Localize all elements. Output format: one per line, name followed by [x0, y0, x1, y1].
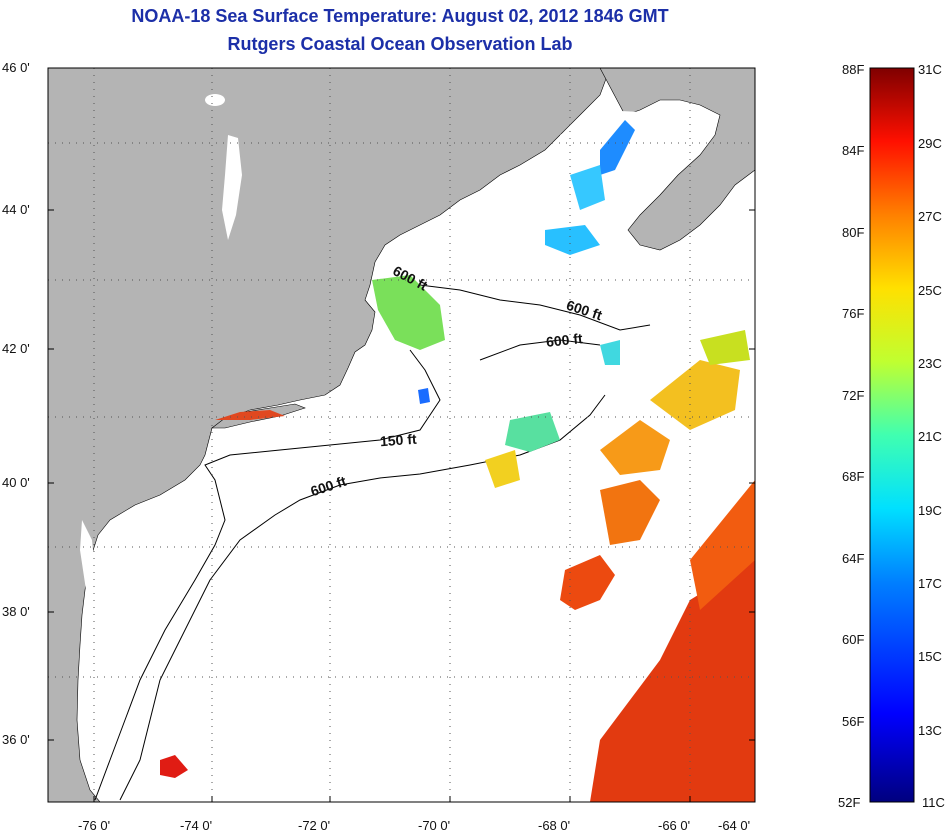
lat-label: 40 0': [2, 475, 30, 490]
sst-patches: [160, 120, 755, 802]
colorbar-c-label: 31C: [918, 62, 942, 77]
colorbar-c-label: 29C: [918, 136, 942, 151]
colorbar-f-label: 88F: [842, 62, 865, 77]
lon-label: -64 0': [718, 818, 751, 833]
colorbar-f-label: 76F: [842, 306, 865, 321]
colorbar: [869, 67, 915, 803]
colorbar-f-label: 52F: [838, 795, 861, 810]
lon-label: -70 0': [418, 818, 451, 833]
lat-label: 38 0': [2, 604, 30, 619]
lat-label: 44 0': [2, 202, 30, 217]
contour-600ft-georges: [479, 339, 601, 361]
colorbar-f-label: 72F: [842, 388, 865, 403]
land-mainland: [48, 68, 611, 802]
colorbar-c-label: 11C: [922, 795, 945, 810]
lat-label: 36 0': [2, 732, 30, 747]
map-frame: [47, 67, 756, 803]
colorbar-f-label: 64F: [842, 551, 865, 566]
axis-ticks: [48, 67, 755, 802]
lon-label: -74 0': [180, 818, 213, 833]
lat-label: 42 0': [2, 341, 30, 356]
land-nova-scotia: [599, 68, 755, 251]
colorbar-f-label: 84F: [842, 143, 865, 158]
lon-label: -76 0': [78, 818, 111, 833]
colorbar-f-label: 56F: [842, 714, 865, 729]
lat-label: 46 0': [2, 60, 30, 75]
lon-label: -68 0': [538, 818, 571, 833]
inland-lake: [205, 94, 225, 106]
colorbar-f-label: 60F: [842, 632, 865, 647]
map-subtitle: Rutgers Coastal Ocean Observation Lab: [227, 34, 573, 54]
bay-of-fundy: [560, 102, 705, 185]
colorbar-c-label: 25C: [918, 283, 942, 298]
colorbar-c-label: 27C: [918, 209, 942, 224]
contour-label: 150 ft: [379, 430, 418, 450]
contour-600ft-gulf: [389, 284, 651, 331]
colorbar-f-label: 68F: [842, 469, 865, 484]
contour-150ft: [94, 349, 441, 801]
map-title: NOAA-18 Sea Surface Temperature: August …: [131, 6, 669, 26]
colorbar-c-label: 19C: [918, 503, 942, 518]
colorbar-c-label: 23C: [918, 356, 942, 371]
colorbar-c-label: 21C: [918, 429, 942, 444]
colorbar-c-label: 15C: [918, 649, 942, 664]
lake-champlain: [222, 135, 242, 240]
colorbar-c-label: 17C: [918, 576, 942, 591]
chesapeake-bay: [80, 520, 100, 700]
lon-label: -66 0': [658, 818, 691, 833]
colorbar-c-label: 13C: [918, 723, 942, 738]
delaware-bay: [110, 525, 138, 565]
lon-label: -72 0': [298, 818, 331, 833]
colorbar-f-label: 80F: [842, 225, 865, 240]
